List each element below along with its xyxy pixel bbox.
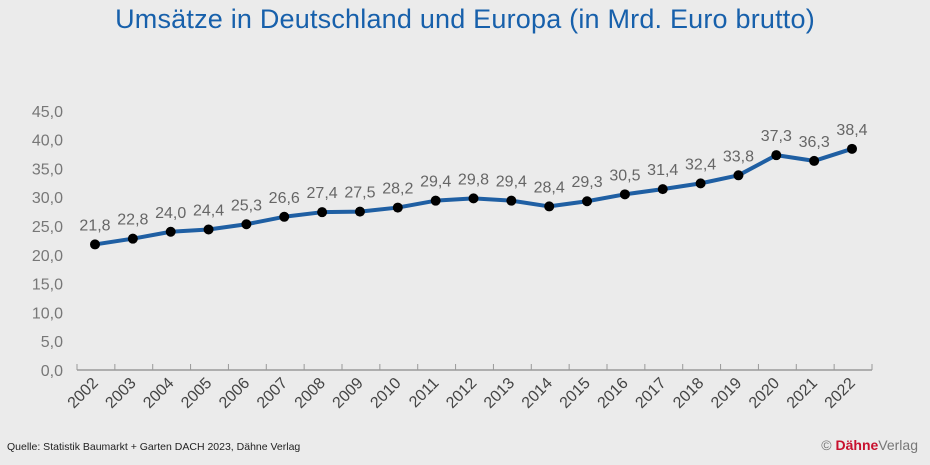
x-tick-label: 2021 [784, 375, 821, 412]
chart-title: Umsätze in Deutschland und Europa (in Mr… [115, 4, 815, 34]
y-tick-label: 25,0 [32, 219, 63, 236]
data-point [657, 184, 668, 195]
y-tick-label: 40,0 [32, 133, 63, 150]
data-point [430, 195, 441, 206]
x-tick-label: 2003 [102, 375, 139, 412]
data-label: 28,4 [534, 179, 565, 196]
data-label: 29,4 [496, 174, 527, 191]
x-tick-label: 2008 [292, 375, 329, 412]
data-label: 29,8 [458, 171, 489, 188]
y-tick-label: 15,0 [32, 277, 63, 294]
data-point [165, 226, 176, 237]
data-label: 21,8 [79, 217, 110, 234]
data-point [733, 170, 744, 181]
data-point [695, 178, 706, 189]
data-point [279, 211, 290, 222]
data-point [506, 195, 517, 206]
data-label: 30,5 [609, 167, 640, 184]
y-tick-label: 10,0 [32, 305, 63, 322]
data-label: 28,2 [382, 181, 413, 198]
x-tick-label: 2006 [216, 375, 253, 412]
data-point [127, 233, 138, 244]
data-point [582, 196, 593, 207]
data-label: 24,4 [193, 202, 224, 219]
data-label: 32,4 [685, 156, 716, 173]
data-label: 38,4 [836, 122, 867, 139]
y-tick-label: 5,0 [41, 334, 63, 351]
data-point [203, 224, 214, 235]
x-tick-label: 2017 [632, 375, 669, 412]
y-tick-label: 0,0 [41, 363, 63, 380]
x-tick-label: 2010 [367, 375, 404, 412]
source-note: Quelle: Statistik Baumarkt + Garten DACH… [7, 441, 301, 453]
y-tick-label: 20,0 [32, 248, 63, 265]
data-label: 31,4 [647, 162, 678, 179]
y-tick-label: 35,0 [32, 161, 63, 178]
data-point [544, 201, 555, 212]
x-tick-label: 2015 [557, 375, 594, 412]
data-point [619, 189, 630, 200]
data-label: 37,3 [761, 128, 792, 145]
x-tick-label: 2019 [708, 375, 745, 412]
data-label: 25,3 [231, 197, 262, 214]
x-tick-label: 2009 [330, 375, 367, 412]
data-label: 26,6 [269, 190, 300, 207]
data-point [392, 202, 403, 213]
x-tick-label: 2002 [65, 375, 102, 412]
x-tick-label: 2005 [178, 375, 215, 412]
data-point [468, 193, 479, 204]
x-tick-label: 2007 [254, 375, 291, 412]
data-label: 27,4 [307, 185, 338, 202]
x-tick-label: 2004 [140, 375, 177, 412]
data-label: 24,0 [155, 205, 186, 222]
y-tick-label: 45,0 [32, 104, 63, 121]
data-point [241, 219, 252, 230]
data-label: 36,3 [799, 134, 830, 151]
x-tick-label: 2014 [519, 375, 556, 412]
y-tick-label: 30,0 [32, 190, 63, 207]
copyright-symbol: © [821, 437, 832, 453]
x-tick-label: 2022 [822, 375, 859, 412]
x-tick-label: 2016 [595, 375, 632, 412]
data-label: 33,8 [723, 148, 754, 165]
x-tick-label: 2018 [670, 375, 707, 412]
data-point [771, 150, 782, 161]
x-tick-label: 2011 [406, 375, 442, 411]
data-point [809, 155, 820, 166]
x-tick-label: 2013 [481, 375, 518, 412]
data-label: 27,5 [344, 185, 375, 202]
copyright-logo: © DähneVerlag [821, 437, 918, 453]
data-label: 29,3 [571, 174, 602, 191]
brand-suffix: Verlag [878, 437, 918, 453]
brand-name: Dähne [835, 437, 879, 453]
data-point [847, 143, 857, 154]
x-tick-label: 2012 [443, 375, 480, 412]
data-point [354, 206, 365, 217]
x-tick-label: 2020 [746, 375, 783, 412]
data-point [90, 239, 100, 250]
data-point [317, 207, 328, 218]
data-label: 29,4 [420, 174, 451, 191]
data-label: 22,8 [117, 212, 148, 229]
